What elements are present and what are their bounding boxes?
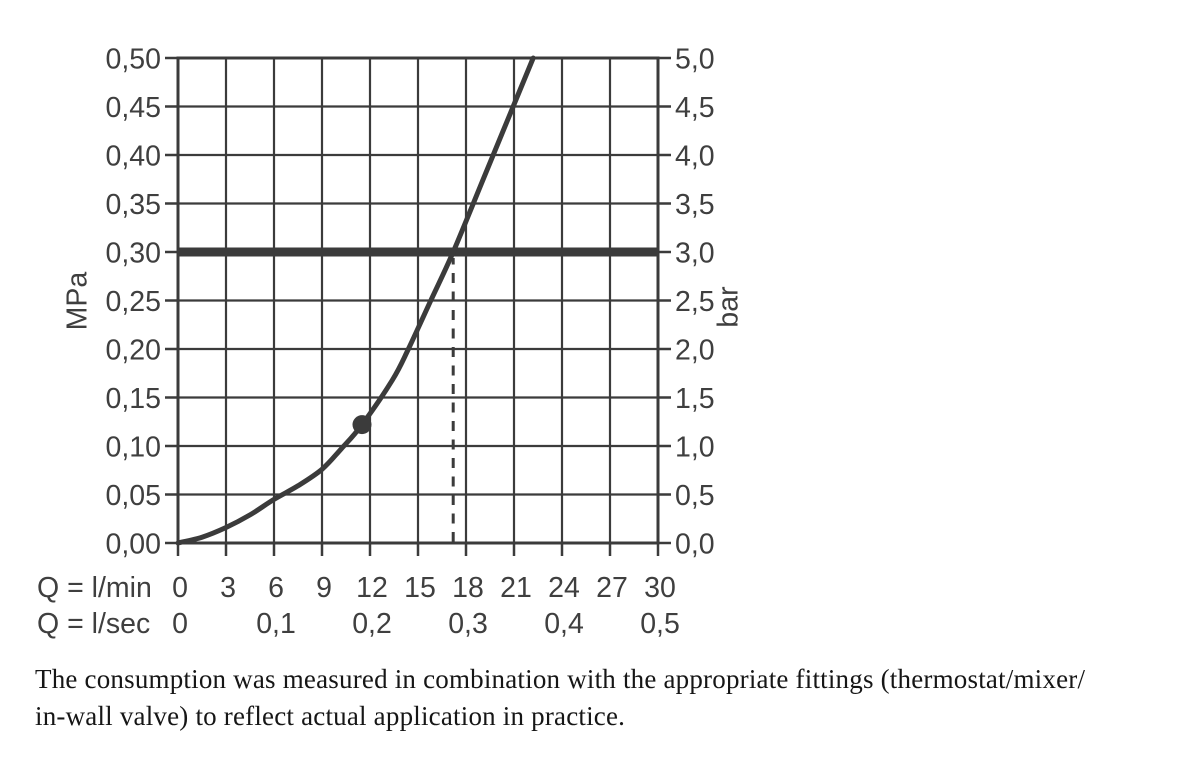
x-axis-unit-lsec: Q = l/sec [37, 608, 150, 640]
y-right-tick-label: 2,0 [675, 334, 715, 366]
x-axis-unit-lmin: Q = l/min [37, 572, 152, 604]
y-left-tick-label: 0,30 [106, 237, 161, 269]
x-lmin-tick-label: 24 [548, 572, 580, 604]
x-lsec-tick-label: 0,2 [352, 608, 392, 640]
x-lmin-tick-label: 0 [172, 572, 188, 604]
caption-line-2: in-wall valve) to reflect actual applica… [35, 701, 626, 731]
axis-labels: 0,000,050,100,150,200,250,300,350,400,45… [37, 43, 744, 640]
x-lmin-tick-label: 9 [316, 572, 332, 604]
x-lsec-tick-label: 0,5 [640, 608, 680, 640]
y-right-tick-label: 1,0 [675, 431, 715, 463]
x-lmin-tick-label: 12 [356, 572, 388, 604]
y-right-tick-label: 4,5 [675, 92, 715, 124]
curve-marker-dot [352, 415, 372, 435]
x-lsec-tick-label: 0,1 [256, 608, 296, 640]
x-lmin-tick-label: 18 [452, 572, 484, 604]
x-lmin-tick-label: 21 [500, 572, 532, 604]
y-left-tick-label: 0,35 [106, 189, 161, 221]
y-right-tick-label: 3,5 [675, 189, 715, 221]
tick-marks [165, 56, 671, 556]
y-left-tick-label: 0,50 [106, 43, 161, 75]
x-lmin-tick-label: 6 [268, 572, 284, 604]
y-left-tick-label: 0,10 [106, 431, 161, 463]
y-left-tick-label: 0,15 [106, 383, 161, 415]
x-lsec-tick-label: 0,3 [448, 608, 488, 640]
y-right-tick-label: 5,0 [675, 43, 715, 75]
caption: The consumption was measured in combinat… [35, 661, 1185, 735]
y-left-tick-label: 0,00 [106, 528, 161, 560]
x-lsec-tick-label: 0,4 [544, 608, 584, 640]
y-left-tick-label: 0,25 [106, 286, 161, 318]
y-right-tick-label: 0,5 [675, 480, 715, 512]
x-lmin-tick-label: 27 [596, 572, 628, 604]
caption-line-1: The consumption was measured in combinat… [35, 664, 1086, 694]
y-left-tick-label: 0,40 [106, 140, 161, 172]
y-right-axis-unit-bar: bar [712, 286, 744, 328]
y-left-tick-label: 0,05 [106, 480, 161, 512]
x-lmin-tick-label: 3 [220, 572, 236, 604]
x-lmin-tick-label: 15 [404, 572, 436, 604]
y-right-tick-label: 0,0 [675, 528, 715, 560]
x-lsec-tick-label: 0 [172, 608, 188, 640]
y-left-tick-label: 0,20 [106, 334, 161, 366]
y-right-tick-label: 2,5 [675, 286, 715, 318]
y-right-tick-label: 1,5 [675, 383, 715, 415]
x-lmin-tick-label: 30 [644, 572, 676, 604]
y-left-tick-label: 0,45 [106, 92, 161, 124]
y-right-tick-label: 4,0 [675, 140, 715, 172]
y-right-tick-label: 3,0 [675, 237, 715, 269]
grid [176, 56, 660, 545]
y-left-axis-unit-mpa: MPa [61, 272, 93, 331]
